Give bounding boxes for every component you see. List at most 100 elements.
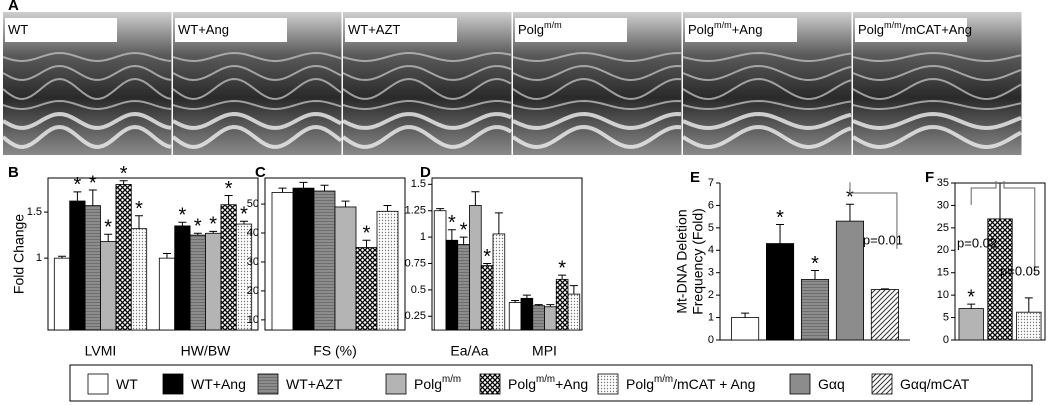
bar bbox=[532, 305, 545, 331]
bar bbox=[158, 257, 176, 331]
bar bbox=[766, 243, 795, 341]
error-bar bbox=[436, 208, 445, 211]
bar bbox=[100, 241, 117, 331]
legend-swatch bbox=[162, 373, 184, 395]
error-bar bbox=[88, 189, 97, 206]
error-bar bbox=[569, 285, 578, 295]
error-bar bbox=[178, 221, 187, 226]
text-part: +Ang bbox=[555, 376, 588, 392]
echo-trace bbox=[512, 78, 682, 100]
echo-trace bbox=[342, 52, 512, 62]
echo-trace bbox=[682, 100, 852, 110]
y-tick-label: 1.5 bbox=[27, 206, 42, 218]
error-bar bbox=[224, 195, 233, 205]
significance-star: * bbox=[194, 216, 202, 238]
echo-trace bbox=[2, 111, 172, 130]
panel-label: D bbox=[420, 164, 431, 181]
bar bbox=[205, 232, 222, 331]
significance-star: * bbox=[74, 174, 82, 196]
legend-label: WT+AZT bbox=[286, 376, 343, 392]
bar bbox=[220, 204, 237, 331]
bar bbox=[271, 192, 294, 331]
y-tick-label: 1.5 bbox=[411, 178, 426, 190]
echo-trace bbox=[1, 124, 172, 149]
y-tick-label: 6 bbox=[708, 199, 714, 211]
text-part: /mCAT+Ang bbox=[902, 22, 972, 37]
significance-star: * bbox=[363, 223, 371, 245]
bar bbox=[457, 244, 470, 331]
text-part: WT+AZT bbox=[286, 376, 343, 392]
significance-star: * bbox=[104, 216, 112, 238]
error-bar bbox=[483, 263, 492, 266]
echo-trace bbox=[342, 65, 512, 81]
x-tick-label: MPI bbox=[532, 343, 557, 359]
error-bar bbox=[845, 203, 854, 222]
bar bbox=[53, 257, 71, 331]
echo-trace bbox=[852, 51, 1022, 62]
bar bbox=[835, 220, 864, 341]
echo-trace bbox=[512, 112, 682, 131]
bar bbox=[115, 184, 132, 331]
text-part: Gαq bbox=[818, 376, 845, 392]
bar bbox=[492, 233, 506, 331]
bar bbox=[1016, 311, 1042, 341]
legend-swatch bbox=[385, 373, 407, 395]
bar bbox=[130, 228, 148, 331]
error-bar bbox=[73, 191, 82, 202]
legend-swatch bbox=[597, 373, 619, 395]
echo-trace bbox=[851, 124, 1022, 149]
bar bbox=[433, 210, 447, 331]
significance-star: * bbox=[811, 253, 819, 275]
error-bar bbox=[522, 294, 531, 299]
echo-trace bbox=[172, 100, 342, 110]
bar bbox=[174, 225, 191, 331]
text-part: Polg bbox=[858, 22, 884, 37]
echo-trace bbox=[682, 78, 852, 100]
y-axis-label: Fold Change bbox=[11, 214, 27, 294]
text-part: WT+AZT bbox=[348, 22, 400, 37]
legend-label: Gαq bbox=[818, 376, 845, 392]
comparison-bracket bbox=[970, 181, 997, 205]
echo-trace bbox=[172, 78, 342, 101]
echo-trace bbox=[852, 111, 1022, 130]
bar bbox=[189, 234, 206, 331]
echo-label-bg bbox=[5, 18, 117, 42]
y-tick-label: 10 bbox=[247, 314, 259, 326]
x-tick-label: HW/BW bbox=[181, 343, 232, 359]
y-tick-label: 3 bbox=[708, 267, 714, 279]
echo-label-bg bbox=[515, 18, 627, 42]
legend-swatch bbox=[789, 373, 811, 395]
error-bar bbox=[494, 212, 503, 234]
echo-trace bbox=[2, 51, 172, 62]
y-tick-label: 15 bbox=[937, 267, 949, 279]
image-label: Polgm/m bbox=[518, 20, 562, 37]
error-bar bbox=[240, 220, 248, 225]
echo-trace bbox=[512, 52, 682, 62]
echo-trace bbox=[171, 125, 343, 150]
echo-trace bbox=[512, 65, 682, 81]
text-part: WT bbox=[116, 376, 138, 392]
y-tick-label: 0 bbox=[943, 334, 949, 346]
error-bar bbox=[383, 205, 392, 212]
echo-label-bg bbox=[685, 18, 797, 42]
echo-trace bbox=[342, 112, 512, 130]
text-part: m/m bbox=[654, 374, 673, 385]
error-bar bbox=[741, 312, 750, 318]
error-bar bbox=[58, 255, 66, 259]
error-bar bbox=[135, 215, 143, 229]
significance-star: * bbox=[483, 246, 491, 268]
comparison-label: p=0.01 bbox=[863, 232, 903, 247]
text-part: WT+Ang bbox=[178, 22, 229, 37]
text-part: Gαq/mCAT bbox=[900, 376, 970, 392]
echo-trace bbox=[852, 77, 1022, 100]
error-bar bbox=[104, 233, 113, 242]
error-bar bbox=[163, 253, 171, 259]
bar bbox=[567, 293, 581, 331]
echo-label-bg bbox=[345, 18, 457, 42]
error-bar bbox=[209, 230, 218, 234]
text-part: Polg bbox=[626, 376, 654, 392]
y-tick-label: 50 bbox=[247, 198, 259, 210]
error-bar bbox=[119, 180, 128, 185]
panel-label: A bbox=[8, 0, 19, 14]
